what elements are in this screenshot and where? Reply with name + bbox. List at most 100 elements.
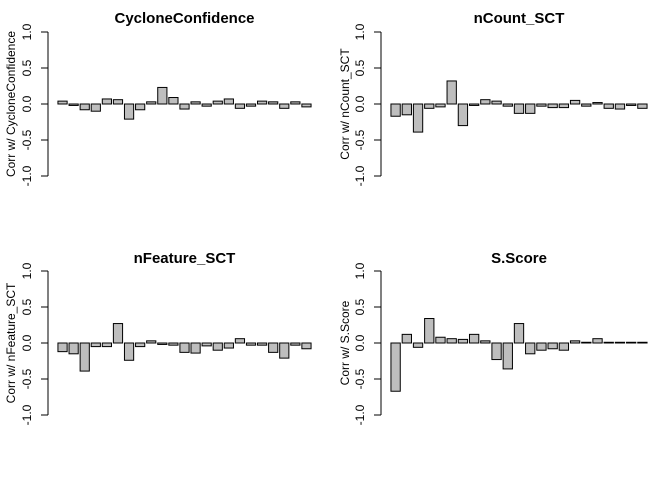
bar bbox=[157, 86, 168, 105]
bar bbox=[592, 102, 603, 105]
bar bbox=[603, 103, 614, 109]
bar bbox=[301, 103, 312, 108]
y-tick-label: 0.0 bbox=[353, 334, 367, 351]
bar bbox=[513, 103, 525, 114]
bar bbox=[626, 103, 637, 106]
y-tick-label: 1.0 bbox=[353, 262, 367, 279]
y-axis-label: Corr w/ nFeature_SCT bbox=[4, 282, 18, 403]
bar bbox=[468, 103, 480, 106]
bar bbox=[626, 341, 637, 344]
bar bbox=[79, 342, 90, 372]
bar bbox=[435, 336, 446, 344]
bar bbox=[146, 101, 157, 105]
y-tick-label: -0.5 bbox=[353, 368, 367, 389]
bar bbox=[513, 323, 525, 344]
bar bbox=[525, 342, 536, 355]
bar bbox=[547, 342, 558, 350]
bar bbox=[491, 342, 502, 361]
bar bbox=[424, 103, 435, 109]
bar bbox=[412, 103, 424, 133]
bar bbox=[637, 341, 648, 344]
bar bbox=[201, 103, 212, 107]
y-tick-label: 0.0 bbox=[20, 334, 34, 351]
bar bbox=[290, 342, 301, 346]
bar bbox=[234, 103, 246, 109]
bar bbox=[390, 342, 401, 392]
y-tick-label: 1.0 bbox=[20, 262, 34, 279]
bar bbox=[68, 342, 79, 355]
y-tick-label: 1.0 bbox=[20, 23, 34, 40]
bar bbox=[301, 342, 312, 350]
bar bbox=[614, 341, 626, 344]
chart-panel: S.Score -1.0 -0.5 0.0 0.5 1.0 Corr w/ S.Score bbox=[338, 250, 648, 425]
bar bbox=[581, 103, 592, 107]
bar bbox=[190, 342, 201, 354]
bar bbox=[268, 342, 279, 353]
bar bbox=[168, 97, 179, 105]
y-tick-label: -0.5 bbox=[353, 129, 367, 150]
bar bbox=[603, 341, 614, 344]
bar bbox=[201, 342, 212, 347]
bar bbox=[257, 342, 268, 346]
bar bbox=[101, 98, 112, 105]
bar bbox=[536, 342, 547, 351]
bar bbox=[123, 342, 135, 361]
y-axis-label: Corr w/ CycloneConfidence bbox=[4, 31, 18, 177]
bar bbox=[57, 100, 68, 105]
bar bbox=[257, 100, 268, 105]
bar bbox=[525, 103, 536, 114]
bar bbox=[390, 103, 401, 117]
bar bbox=[401, 333, 412, 344]
bar bbox=[446, 80, 457, 105]
bar bbox=[480, 99, 491, 105]
bar bbox=[558, 342, 570, 351]
bar bbox=[90, 103, 101, 112]
bar bbox=[446, 338, 457, 344]
bar bbox=[190, 101, 201, 105]
bar bbox=[581, 341, 592, 344]
y-tick-label: -0.5 bbox=[20, 129, 34, 150]
bar bbox=[234, 338, 246, 344]
bar bbox=[112, 323, 124, 344]
bar bbox=[457, 338, 469, 344]
bar bbox=[146, 340, 157, 344]
chart-title: nFeature_SCT bbox=[134, 250, 236, 267]
y-tick-label: -1.0 bbox=[20, 165, 34, 186]
bar bbox=[245, 103, 257, 107]
bar bbox=[558, 103, 570, 109]
bar bbox=[424, 318, 435, 344]
bar bbox=[401, 103, 412, 116]
bar bbox=[112, 99, 124, 105]
chart-title: nCount_SCT bbox=[474, 10, 565, 27]
chart-title: S.Score bbox=[491, 250, 547, 267]
bar bbox=[168, 342, 179, 346]
y-axis-label: Corr w/ nCount_SCT bbox=[338, 48, 352, 160]
bar bbox=[480, 340, 491, 344]
bar bbox=[212, 342, 223, 351]
bar bbox=[457, 103, 469, 127]
y-tick-label: 0.5 bbox=[353, 298, 367, 315]
bar bbox=[57, 342, 68, 353]
bar bbox=[279, 103, 290, 109]
bar bbox=[614, 103, 626, 110]
y-axis-label: Corr w/ S.Score bbox=[338, 300, 352, 385]
bar bbox=[637, 103, 648, 109]
bar bbox=[212, 100, 223, 105]
bar bbox=[435, 103, 446, 108]
bar bbox=[90, 342, 101, 348]
y-tick-label: 0.5 bbox=[353, 59, 367, 76]
bar bbox=[569, 340, 581, 344]
y-tick-label: -1.0 bbox=[353, 165, 367, 186]
bar bbox=[268, 101, 279, 105]
bar bbox=[68, 103, 79, 106]
bar bbox=[223, 98, 234, 105]
bar bbox=[79, 103, 90, 111]
y-tick-label: 0.0 bbox=[20, 95, 34, 112]
bar bbox=[279, 342, 290, 359]
bar bbox=[547, 103, 558, 109]
y-tick-label: 0.0 bbox=[353, 95, 367, 112]
